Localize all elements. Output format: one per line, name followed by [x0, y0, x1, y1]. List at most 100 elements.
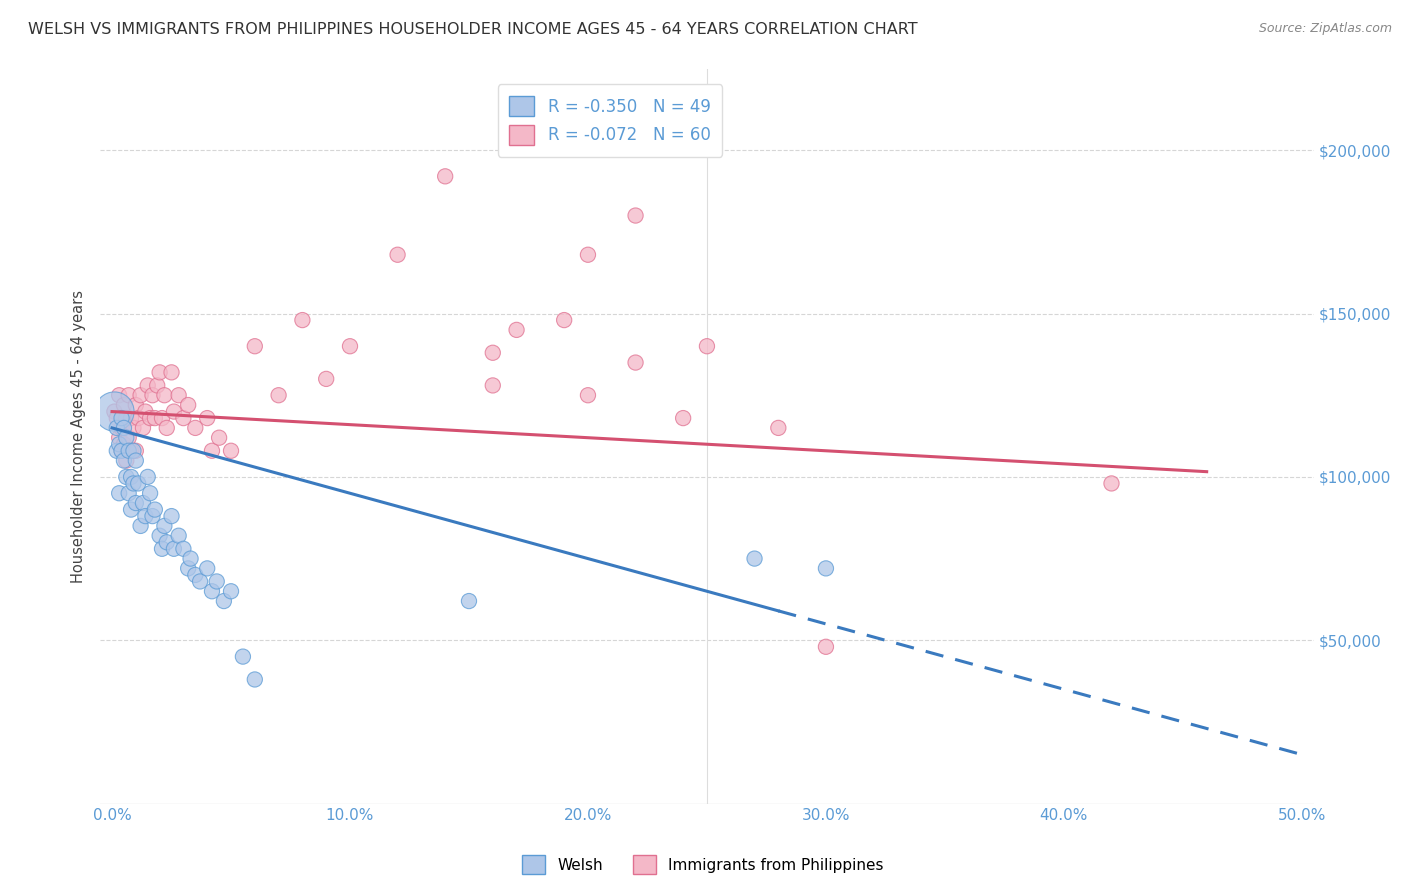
Point	[136, 378, 159, 392]
Point	[672, 411, 695, 425]
Point	[125, 443, 148, 458]
Point	[195, 561, 218, 575]
Point	[103, 404, 125, 418]
Legend: Welsh, Immigrants from Philippines: Welsh, Immigrants from Philippines	[516, 849, 890, 880]
Point	[129, 519, 152, 533]
Point	[696, 339, 718, 353]
Point	[129, 388, 152, 402]
Point	[110, 411, 132, 425]
Text: Source: ZipAtlas.com: Source: ZipAtlas.com	[1258, 22, 1392, 36]
Point	[184, 421, 207, 435]
Point	[205, 574, 228, 589]
Point	[156, 535, 179, 549]
Point	[814, 561, 837, 575]
Point	[127, 411, 149, 425]
Point	[1101, 476, 1123, 491]
Point	[112, 398, 135, 412]
Point	[136, 470, 159, 484]
Point	[201, 443, 224, 458]
Point	[481, 378, 503, 392]
Point	[315, 372, 337, 386]
Point	[103, 404, 125, 418]
Point	[624, 355, 647, 369]
Point	[122, 443, 145, 458]
Point	[243, 673, 266, 687]
Point	[110, 443, 132, 458]
Point	[139, 411, 162, 425]
Point	[339, 339, 361, 353]
Point	[814, 640, 837, 654]
Point	[153, 519, 176, 533]
Point	[108, 388, 131, 402]
Point	[125, 453, 148, 467]
Point	[744, 551, 766, 566]
Point	[768, 421, 790, 435]
Point	[105, 411, 128, 425]
Point	[153, 388, 176, 402]
Point	[110, 443, 132, 458]
Point	[112, 453, 135, 467]
Point	[267, 388, 290, 402]
Point	[219, 443, 242, 458]
Point	[141, 388, 163, 402]
Point	[125, 496, 148, 510]
Point	[143, 502, 166, 516]
Point	[120, 443, 142, 458]
Point	[576, 388, 599, 402]
Point	[146, 378, 169, 392]
Point	[160, 365, 183, 379]
Point	[120, 470, 142, 484]
Point	[105, 421, 128, 435]
Point	[132, 421, 155, 435]
Point	[108, 486, 131, 500]
Point	[434, 169, 457, 184]
Point	[115, 470, 138, 484]
Point	[212, 594, 235, 608]
Point	[143, 411, 166, 425]
Point	[177, 561, 200, 575]
Point	[122, 476, 145, 491]
Point	[108, 431, 131, 445]
Point	[115, 411, 138, 425]
Point	[149, 529, 172, 543]
Point	[112, 421, 135, 435]
Point	[163, 404, 186, 418]
Point	[177, 398, 200, 412]
Point	[149, 365, 172, 379]
Point	[188, 574, 211, 589]
Point	[134, 404, 156, 418]
Point	[184, 568, 207, 582]
Point	[172, 541, 194, 556]
Point	[112, 437, 135, 451]
Point	[122, 421, 145, 435]
Point	[232, 649, 254, 664]
Point	[481, 345, 503, 359]
Point	[553, 313, 575, 327]
Point	[118, 486, 141, 500]
Point	[150, 411, 173, 425]
Point	[167, 529, 190, 543]
Point	[458, 594, 481, 608]
Point	[120, 411, 142, 425]
Point	[167, 388, 190, 402]
Text: WELSH VS IMMIGRANTS FROM PHILIPPINES HOUSEHOLDER INCOME AGES 45 - 64 YEARS CORRE: WELSH VS IMMIGRANTS FROM PHILIPPINES HOU…	[28, 22, 918, 37]
Point	[139, 486, 162, 500]
Point	[163, 541, 186, 556]
Point	[201, 584, 224, 599]
Legend: R = -0.350   N = 49, R = -0.072   N = 60: R = -0.350 N = 49, R = -0.072 N = 60	[498, 84, 723, 156]
Point	[127, 476, 149, 491]
Point	[105, 443, 128, 458]
Point	[291, 313, 314, 327]
Point	[120, 502, 142, 516]
Point	[576, 248, 599, 262]
Point	[180, 551, 202, 566]
Point	[624, 209, 647, 223]
Point	[160, 509, 183, 524]
Point	[195, 411, 218, 425]
Y-axis label: Householder Income Ages 45 - 64 years: Householder Income Ages 45 - 64 years	[72, 290, 86, 582]
Point	[115, 431, 138, 445]
Point	[150, 541, 173, 556]
Point	[108, 437, 131, 451]
Point	[243, 339, 266, 353]
Point	[110, 421, 132, 435]
